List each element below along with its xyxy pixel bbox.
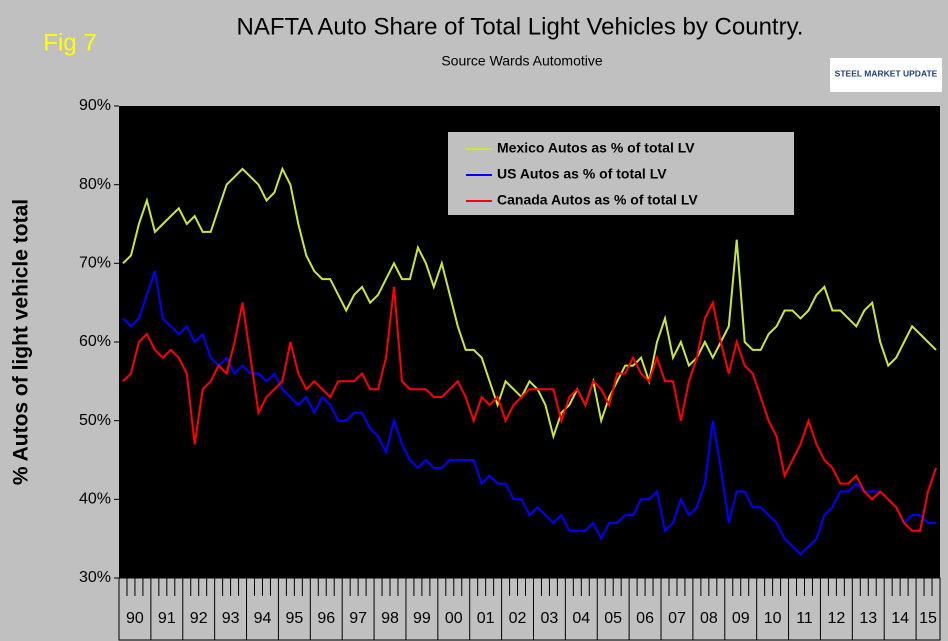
x-tick-label: 05 — [604, 610, 622, 627]
series-line — [122, 286, 937, 532]
legend-label: US Autos as % of total LV — [497, 166, 667, 182]
x-tick-label: 12 — [827, 610, 845, 627]
x-tick-label: 96 — [317, 610, 335, 627]
y-tick-label: 40% — [79, 491, 111, 508]
x-tick-label: 15 — [919, 610, 937, 627]
y-tick-label: 80% — [79, 176, 111, 193]
x-tick-label: 09 — [732, 610, 750, 627]
x-tick-label: 93 — [222, 610, 240, 627]
x-tick-label: 03 — [541, 610, 559, 627]
x-axis-box — [118, 577, 941, 641]
legend-label: Mexico Autos as % of total LV — [497, 140, 695, 156]
y-tick-label: 70% — [79, 255, 111, 272]
chart-subtitle: Source Wards Automotive — [441, 53, 603, 69]
x-tick-label: 98 — [381, 610, 399, 627]
x-tick-label: 13 — [859, 610, 877, 627]
x-tick-label: 02 — [509, 610, 527, 627]
x-tick-label: 97 — [349, 610, 367, 627]
logo-box — [830, 58, 942, 92]
x-tick-label: 07 — [668, 610, 686, 627]
x-tick-label: 04 — [572, 610, 590, 627]
fig-label: Fig 7 — [43, 29, 96, 56]
x-tick-label: 99 — [413, 610, 431, 627]
legend-box — [448, 132, 794, 215]
x-tick-label: 91 — [158, 610, 176, 627]
logo: STEEL MARKET UPDATE — [835, 68, 938, 78]
y-tick-label: 30% — [79, 569, 111, 586]
x-tick-label: 95 — [285, 610, 303, 627]
x-tick-label: 14 — [891, 610, 909, 627]
x-tick-label: 94 — [254, 610, 272, 627]
legend-label: Canada Autos as % of total LV — [497, 192, 698, 208]
x-tick-label: 08 — [700, 610, 718, 627]
y-tick-label: 50% — [79, 412, 111, 429]
chart-title: NAFTA Auto Share of Total Light Vehicles… — [237, 13, 804, 40]
x-tick-label: 01 — [477, 610, 495, 627]
y-axis-label: % Autos of light vehicle total — [10, 199, 33, 485]
x-tick-label: 92 — [190, 610, 208, 627]
x-tick-label: 00 — [445, 610, 463, 627]
series-line — [122, 166, 937, 440]
x-tick-label: 10 — [764, 610, 782, 627]
x-tick-label: 90 — [126, 610, 144, 627]
x-tick-label: 11 — [796, 610, 813, 627]
y-tick-label: 90% — [79, 97, 111, 114]
x-tick-label: 06 — [636, 610, 654, 627]
y-tick-label: 60% — [79, 333, 111, 350]
series-line — [122, 270, 936, 556]
